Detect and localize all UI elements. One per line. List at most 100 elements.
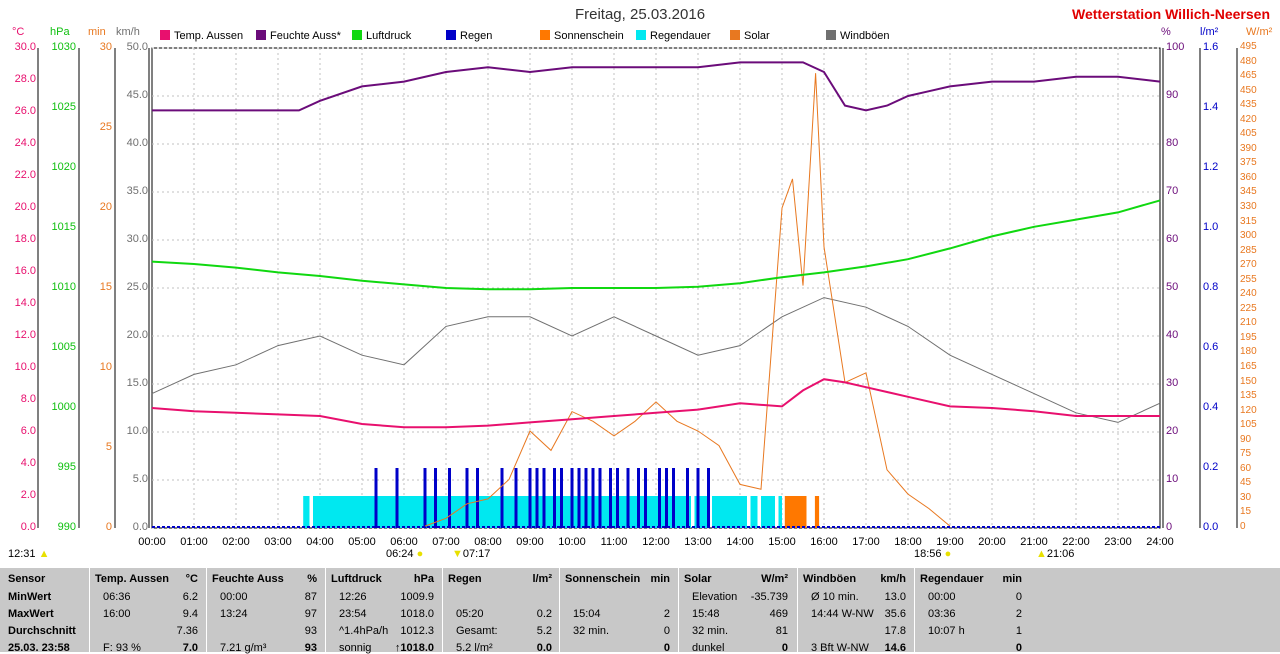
x-tick-label: 15:00 xyxy=(768,536,796,548)
table-cell-label: 06:36 xyxy=(103,591,131,603)
legend-swatch-rainduration xyxy=(636,30,646,40)
axis-tick-label: 225 xyxy=(1240,302,1257,314)
table-cell-value: 1018.0 xyxy=(400,608,434,620)
legend-label: Solar xyxy=(744,30,770,42)
x-tick-label: 08:00 xyxy=(474,536,502,548)
axis-tick-label: 60 xyxy=(1166,233,1179,245)
table-cell-value: 93 xyxy=(304,642,317,654)
rain-bar xyxy=(598,468,602,528)
rain-bar xyxy=(500,468,504,528)
table-header: Sonnenschein xyxy=(565,573,641,585)
table-cell-label: 32 min. xyxy=(692,625,729,637)
rain-bar xyxy=(591,468,595,528)
rain-bar xyxy=(570,468,574,528)
table-header: Luftdruck xyxy=(331,573,382,585)
rain-bar xyxy=(528,468,532,528)
table-header-unit: W/m² xyxy=(761,573,788,585)
table-header-unit: hPa xyxy=(413,573,434,585)
rain-bar xyxy=(465,468,469,528)
axis-tick-label: 240 xyxy=(1240,288,1257,300)
axis-tick-label: 12.0 xyxy=(14,329,36,341)
sunrise-marker: 06:24 ● xyxy=(386,548,423,560)
legend-item-temp: Temp. Aussen xyxy=(160,30,243,42)
rain-bar xyxy=(665,468,668,528)
table-row-label: MinWert xyxy=(8,591,52,603)
x-tick-label: 04:00 xyxy=(306,536,334,548)
table-cell-label: 15:48 xyxy=(692,608,720,620)
axis-tick-label: 165 xyxy=(1240,361,1257,372)
table-cell-label: 03:36 xyxy=(928,608,956,620)
axis-tick-label: 1.6 xyxy=(1203,41,1219,53)
rain-bar xyxy=(535,468,539,528)
legend-label: Regendauer xyxy=(650,30,711,42)
sunshine-bar xyxy=(784,496,807,528)
axis-tick-label: 20.0 xyxy=(14,201,36,213)
sunshine-bar xyxy=(814,496,820,528)
table-cell-value: 93 xyxy=(304,625,317,637)
axis-tick-label: 28.0 xyxy=(14,73,36,85)
axis-tick-label: 70 xyxy=(1166,185,1179,197)
table-header-unit: min xyxy=(1002,573,1022,585)
table-cell-value: 1 xyxy=(1015,625,1022,637)
legend-item-sunshine: Sonnenschein xyxy=(540,30,624,42)
axis-tick-label: 0.0 xyxy=(1203,521,1219,533)
axis-tick-label: 15.0 xyxy=(126,377,148,389)
rain-bar xyxy=(553,468,556,528)
table-cell-value: 17.8 xyxy=(884,625,906,637)
gust-series-line xyxy=(151,297,1161,423)
unit-pressure: hPa xyxy=(50,26,70,38)
rain-bar xyxy=(514,468,518,528)
axis-tick-label: 1.0 xyxy=(1203,221,1219,233)
axis-tick-label: 360 xyxy=(1240,171,1257,183)
table-divider xyxy=(559,568,560,652)
rain-bar xyxy=(542,468,546,528)
table-cell-label: dunkel xyxy=(692,642,725,654)
unit-minutes: min xyxy=(88,26,106,38)
moonrise-marker: 12:31 ▲ xyxy=(8,548,49,560)
table-cell-label: ^1.4hPa/h xyxy=(339,625,389,637)
rain-bar xyxy=(658,468,661,528)
legend-label: Feuchte Auss* xyxy=(270,30,341,42)
axis-tick-label: 10.0 xyxy=(14,361,36,373)
legend-item-pressure: Luftdruck xyxy=(352,30,411,42)
table-cell-value: 0 xyxy=(663,625,670,637)
axis-tick-label: 80 xyxy=(1166,137,1179,149)
table-cell-value: 81 xyxy=(775,625,788,637)
sunset-label: 18:56 xyxy=(914,548,942,560)
axis-tick-label: 120 xyxy=(1240,404,1257,416)
axis-tick-label: 4.0 xyxy=(20,457,36,469)
rainduration-bar xyxy=(778,496,782,528)
x-tick-label: 01:00 xyxy=(180,536,208,548)
table-cell-value: 7.36 xyxy=(176,625,198,637)
station-name: Wetterstation Willich-Neersen xyxy=(1072,6,1270,22)
table-header: Sensor xyxy=(8,573,46,585)
rain-bar xyxy=(644,468,647,528)
unit-temp: °C xyxy=(12,26,25,38)
table-cell-value: 14.6 xyxy=(884,642,906,654)
temp-series-line xyxy=(151,378,1160,429)
table-cell-value: 1009.9 xyxy=(400,591,434,603)
axis-tick-label: 990 xyxy=(57,521,76,533)
table-cell-label: 14:44 W-NW xyxy=(811,608,874,620)
axis-tick-label: 0.0 xyxy=(20,521,36,533)
table-cell-label: 10:07 h xyxy=(928,625,965,637)
chart-canvas xyxy=(37,47,1238,529)
table-cell-value: 0.2 xyxy=(536,608,552,620)
axis-tick-label: 30 xyxy=(1166,377,1179,389)
rainduration-bar xyxy=(750,496,758,528)
table-cell-value: 2 xyxy=(663,608,670,620)
axis-tick-label: 22.0 xyxy=(14,169,36,181)
table-cell-value: 0.0 xyxy=(536,642,552,654)
axis-tick-label: 180 xyxy=(1240,346,1257,358)
legend-swatch-gust xyxy=(826,30,836,40)
axis-tick-label: 1.2 xyxy=(1203,161,1219,173)
axis-tick-label: 50.0 xyxy=(126,41,148,53)
table-cell-value: 0 xyxy=(1015,591,1022,603)
axis-tick-label: 30.0 xyxy=(126,233,148,245)
legend-label: Temp. Aussen xyxy=(174,30,244,42)
moonset-label: 21:06 xyxy=(1046,548,1075,560)
rain-bar xyxy=(686,468,689,528)
legend-item-gust: Windböen xyxy=(826,30,890,42)
axis-tick-label: 465 xyxy=(1240,70,1257,82)
axis-tick-label: 20 xyxy=(99,201,112,213)
